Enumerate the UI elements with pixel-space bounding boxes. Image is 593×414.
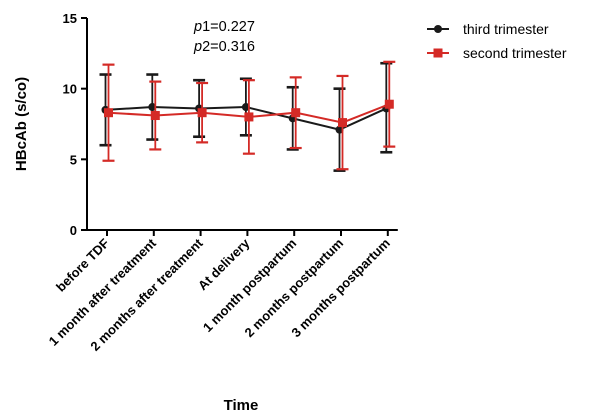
- legend-marker: [434, 25, 442, 33]
- p-value-text: 1=0.227: [202, 19, 255, 35]
- data-point: [291, 108, 301, 118]
- series-second-trimester: [102, 60, 396, 171]
- y-tick-label: 10: [63, 82, 77, 97]
- p-value-annotation: p2=0.316: [193, 39, 255, 55]
- legend-item: second trimester: [427, 45, 567, 61]
- p-symbol: p: [193, 19, 202, 35]
- data-point: [150, 111, 160, 121]
- data-point: [338, 118, 347, 128]
- plot-area: [99, 60, 396, 172]
- legend: third trimester second trimester: [427, 21, 567, 61]
- data-point: [384, 99, 394, 109]
- legend-item: third trimester: [427, 21, 549, 37]
- legend-label: third trimester: [463, 21, 549, 37]
- p-value-text: 2=0.316: [202, 39, 255, 55]
- data-point: [335, 125, 344, 134]
- y-tick-label: 15: [63, 11, 77, 26]
- y-axis-title: HBcAb (s/co): [13, 77, 30, 171]
- data-point: [244, 112, 254, 122]
- y-axis: 0 5 10 15: [63, 11, 88, 238]
- data-point: [241, 103, 250, 112]
- y-tick-label: 0: [70, 223, 77, 238]
- x-axis-title: Time: [224, 397, 259, 414]
- data-point: [197, 108, 207, 118]
- data-point: [104, 108, 113, 118]
- data-point: [148, 103, 157, 112]
- series-third-trimester: [99, 61, 393, 172]
- p-symbol: p: [193, 39, 202, 55]
- legend-marker: [433, 48, 443, 58]
- p-value-annotation: p1=0.227: [193, 19, 255, 35]
- legend-label: second trimester: [463, 45, 567, 61]
- y-tick-label: 5: [70, 152, 77, 167]
